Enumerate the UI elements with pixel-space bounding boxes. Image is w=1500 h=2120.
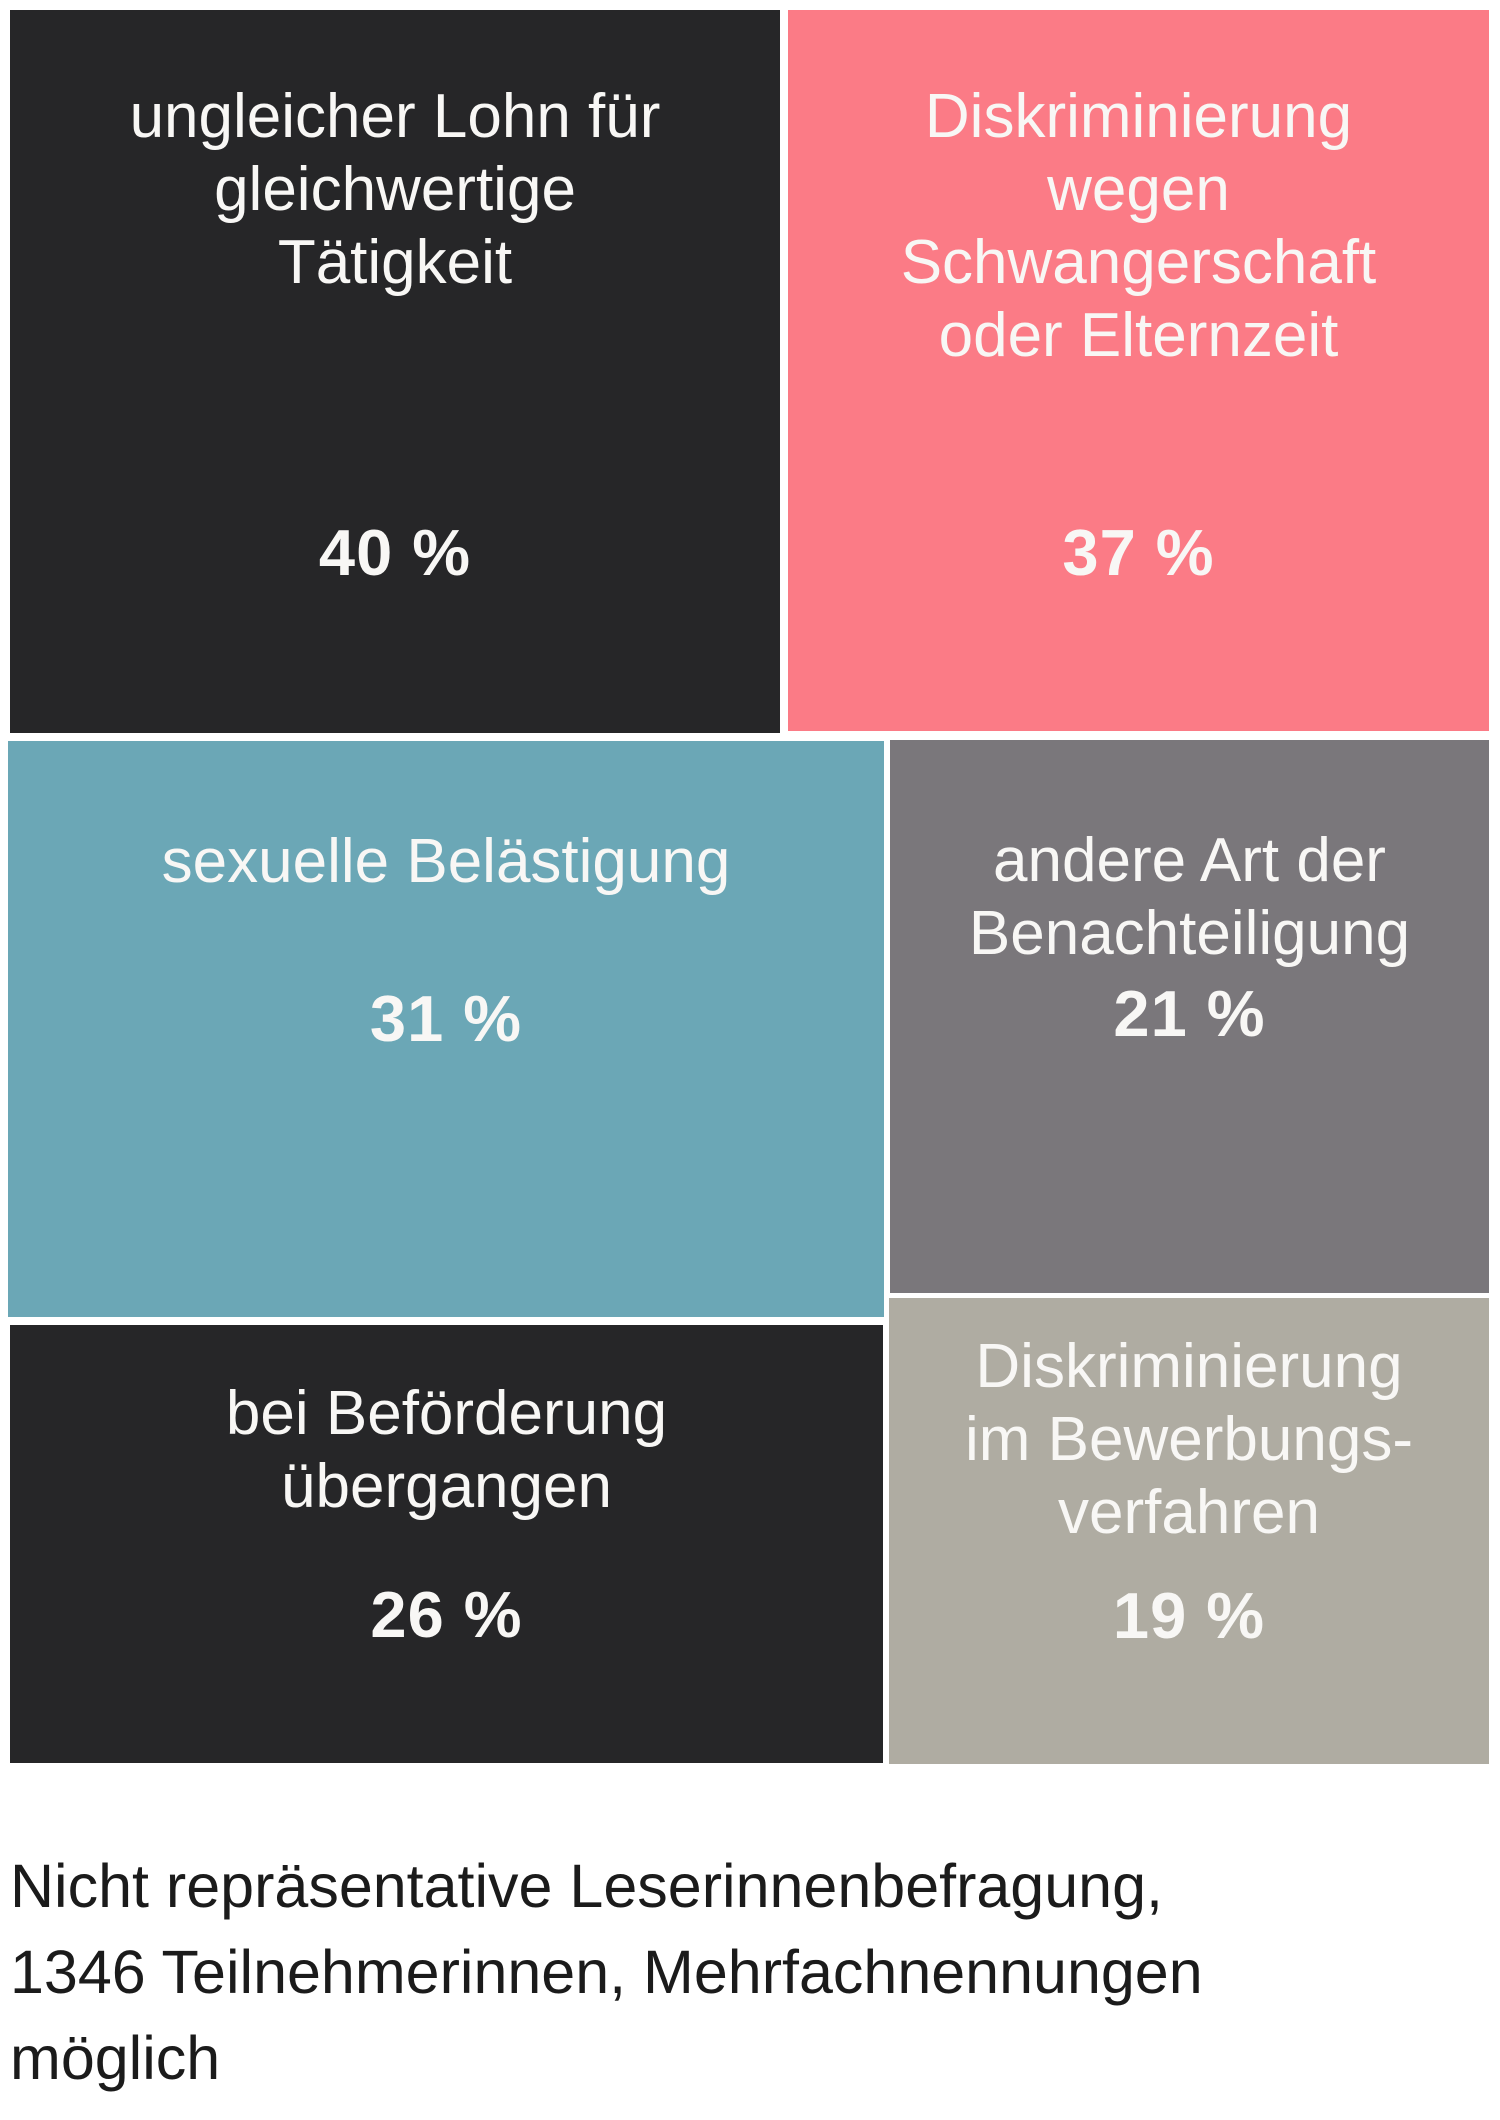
chart-footnote-line: Nicht repräsentative Leserinnenbefragung… <box>10 1852 1163 1920</box>
tile-label-line: Tätigkeit <box>277 228 513 297</box>
chart-footnote-line: möglich <box>10 2024 221 2092</box>
tile-diskriminierung-bewerbung: Diskriminierung im Bewerbungs- verfahren… <box>889 1298 1489 1764</box>
tile-label: bei Beförderung übergangen <box>10 1377 883 1523</box>
chart-footnote: Nicht repräsentative Leserinnenbefragung… <box>10 1843 1490 2101</box>
tile-ungleicher-lohn: ungleicher Lohn für gleichwertige Tätigk… <box>10 10 780 733</box>
tile-label: sexuelle Belästigung <box>8 825 884 898</box>
tile-value: 19 % <box>1112 1579 1266 1652</box>
tile-label: ungleicher Lohn für gleichwertige Tätigk… <box>10 80 780 299</box>
tile-label-line: bei Beförderung <box>225 1379 668 1448</box>
chart-footnote-line: 1346 Teilnehmerinnen, Mehrfachnennungen <box>10 1938 1203 2006</box>
tile-andere-benachteiligung: andere Art der Benachteiligung 21 % <box>890 740 1489 1293</box>
tile-label-line: Diskriminierung <box>975 1332 1403 1401</box>
tile-label-line: ungleicher Lohn für <box>129 82 661 151</box>
tile-label-line: andere Art der <box>993 826 1386 895</box>
tile-sexuelle-belaestigung: sexuelle Belästigung 31 % <box>8 741 884 1317</box>
tile-diskriminierung-schwangerschaft: Diskriminierung wegen Schwangerschaft od… <box>788 10 1489 731</box>
tile-label-line: sexuelle Belästigung <box>161 827 731 896</box>
tile-value: 37 % <box>1062 516 1215 589</box>
tile-befoerderung-uebergangen: bei Beförderung übergangen 26 % <box>10 1325 883 1763</box>
tile-label: Diskriminierung wegen Schwangerschaft od… <box>788 80 1489 372</box>
tile-value: 26 % <box>370 1578 523 1651</box>
tile-label-line: wegen <box>1047 155 1230 224</box>
tile-label-line: Benachteiligung <box>968 899 1411 968</box>
tile-value: 40 % <box>318 516 472 589</box>
tile-label: Diskriminierung im Bewerbungs- verfahren <box>889 1330 1489 1549</box>
tile-label-line: Schwangerschaft <box>900 228 1377 297</box>
tile-value: 31 % <box>369 982 523 1055</box>
tile-label: andere Art der Benachteiligung <box>890 824 1489 970</box>
tile-label-line: verfahren <box>1058 1478 1320 1547</box>
tile-value: 21 % <box>1113 977 1266 1050</box>
tile-label-line: Diskriminierung <box>924 82 1353 151</box>
tile-label-line: übergangen <box>281 1452 612 1521</box>
tile-label-line: im Bewerbungs- <box>965 1405 1413 1474</box>
tile-label-line: oder Elternzeit <box>938 301 1339 370</box>
tile-label-line: gleichwertige <box>214 155 576 224</box>
